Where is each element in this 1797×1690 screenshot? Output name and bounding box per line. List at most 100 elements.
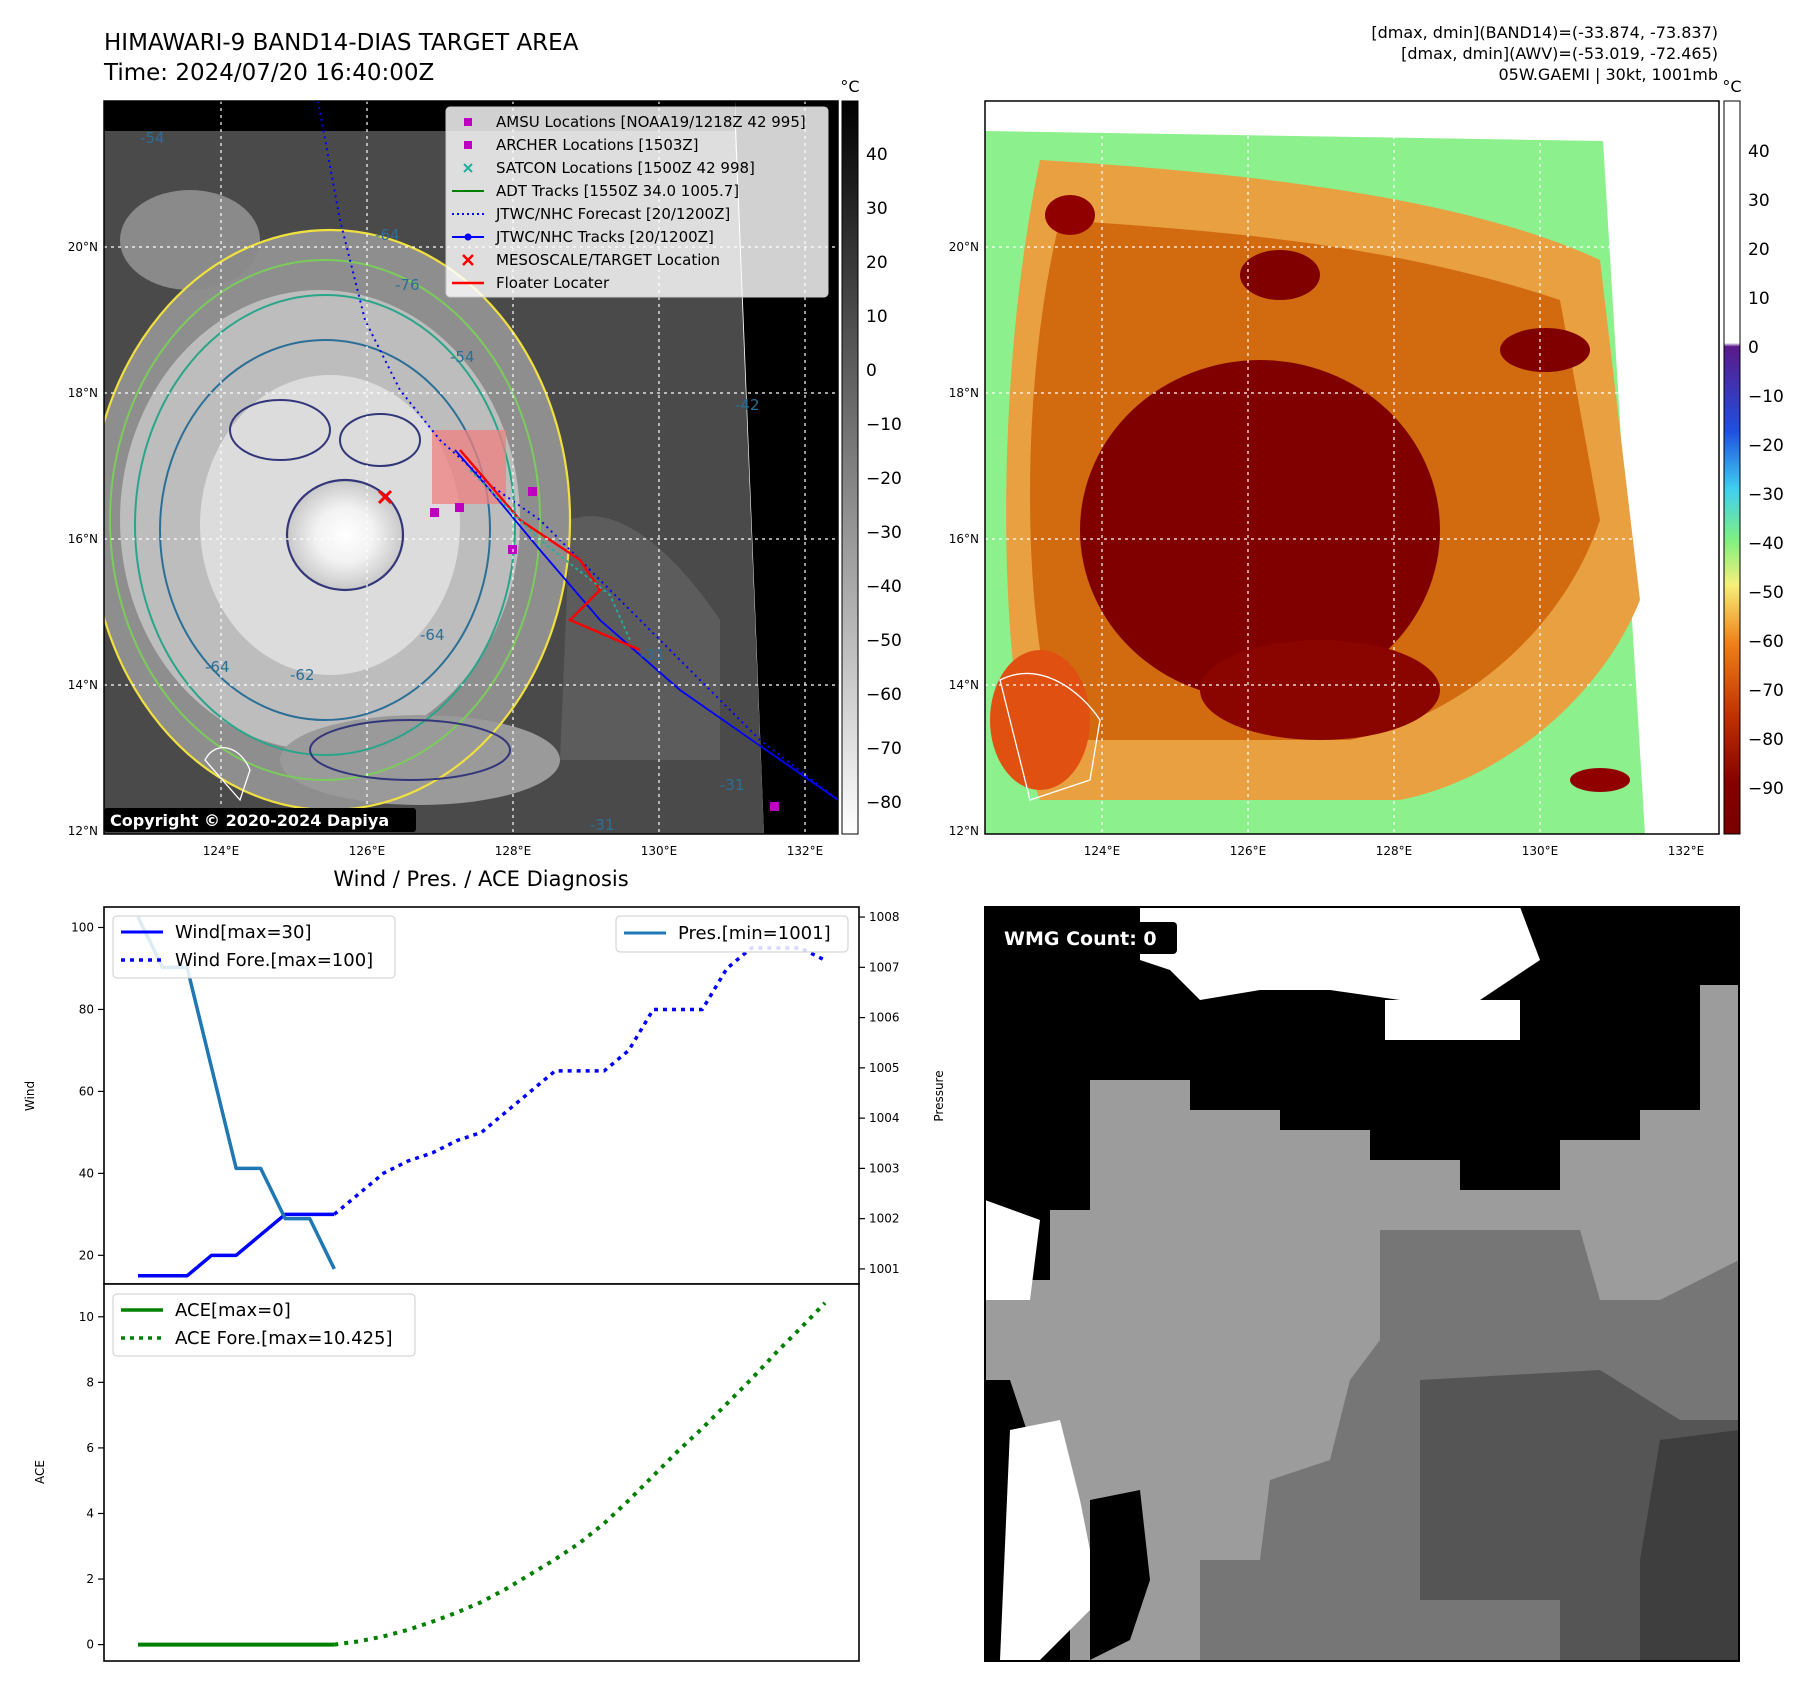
wind-legend-label: Wind[max=30]: [175, 922, 312, 943]
ir-colorbar-tick: 20: [866, 253, 888, 273]
map-legend-box: [445, 106, 829, 298]
ace-legend: ACE[max=0] ACE Fore.[max=10.425]: [112, 1293, 416, 1357]
awv-colorbar-tick: −80: [1748, 730, 1784, 750]
floater-track: [459, 449, 641, 652]
contour-76c: [339, 413, 421, 467]
map-legend-label: Floater Locater: [496, 274, 610, 292]
wind-y-tick-label: 80: [79, 1002, 94, 1016]
wmg-count-label: WMG Count: 0: [1004, 928, 1157, 950]
ir-colorbar-ramp: [841, 100, 859, 835]
wmg-black-south: [1090, 1490, 1150, 1660]
lon-label: 126°E: [349, 844, 386, 858]
ir-cloud-north: [120, 190, 260, 290]
dmax-awv: [dmax, dmin](AWV)=(-53.019, -72.465): [1401, 44, 1718, 63]
map-legend-label: JTWC/NHC Forecast [20/1200Z]: [495, 205, 730, 223]
map-legend: AMSU Locations [NOAA19/1218Z 42 995] ARC…: [445, 106, 829, 298]
awv-colorbar-tick: −20: [1748, 436, 1784, 456]
lon-label: 132°E: [787, 844, 824, 858]
copyright-text: Copyright © 2020-2024 Dapiya: [110, 811, 389, 830]
contour-76b: [229, 399, 331, 461]
wind-y-tick-label: 60: [79, 1084, 94, 1098]
series-line-wind: [138, 1212, 335, 1278]
lat-label: 12°N: [68, 824, 98, 838]
lat-label: 16°N: [68, 532, 98, 546]
contour-label: -76: [395, 276, 420, 294]
lat-label: 12°N: [949, 824, 979, 838]
ir-colorbar-tick: 0: [866, 361, 877, 381]
map-legend-label: AMSU Locations [NOAA19/1218Z 42 995]: [496, 113, 806, 131]
lat-label: 20°N: [949, 240, 979, 254]
tracks-legend-dot: [464, 233, 472, 241]
ir-colorbar-tick: 30: [866, 199, 888, 219]
wind-legend-box: [112, 915, 396, 979]
awv-colorbar-tick: −10: [1748, 387, 1784, 407]
pressure-y-tick-label: 1004: [869, 1111, 900, 1125]
ir-colorbar: °C 40 30 20 10 0 −10 −20 −30 −40 −50 −60…: [840, 77, 902, 835]
contour-label: -64: [375, 226, 400, 244]
wind-axis-label: Wind: [23, 1081, 37, 1111]
pressure-y-tick-label: 1006: [869, 1011, 900, 1025]
map-legend-label: JTWC/NHC Tracks [20/1200Z]: [495, 228, 714, 246]
lon-label: 130°E: [641, 844, 678, 858]
awv-colorbar-tick: 10: [1748, 289, 1770, 309]
ir-map-panel: -54 -64 -76 -54 -64 -31 -42 -31 -62 -64 …: [68, 100, 839, 858]
diagnosis-title: Wind / Pres. / ACE Diagnosis: [333, 867, 628, 891]
contour-label: -31: [640, 646, 665, 664]
amsu-marker-2: [770, 802, 779, 811]
awv-coastline: [999, 672, 1101, 801]
ace-y-tick-label: 8: [86, 1375, 94, 1389]
ir-colorbar-tick: −50: [866, 631, 902, 651]
pres-legend: Pres.[min=1001]: [615, 915, 849, 953]
map-legend-label: ADT Tracks [1550Z 34.0 1005.7]: [496, 182, 739, 200]
coastline: [204, 747, 251, 802]
pressure-y-tick-label: 1007: [869, 960, 900, 974]
awv-colorbar-tick: −70: [1748, 681, 1784, 701]
wind-y-tick-label: 40: [79, 1166, 94, 1180]
ace-y-tick-label: 10: [79, 1310, 94, 1324]
contour-64: [159, 339, 491, 721]
ace-y-tick-label: 2: [86, 1572, 94, 1586]
awv-map-frame: [984, 100, 1720, 835]
series-line-wind-forecast: [333, 946, 826, 1216]
map-title: HIMAWARI-9 BAND14-DIAS TARGET AREA: [104, 30, 579, 56]
pres-legend-label: Pres.[min=1001]: [678, 923, 831, 944]
awv-colorbar-tick: 20: [1748, 240, 1770, 260]
ir-colorbar-unit: °C: [840, 77, 859, 96]
wmg-white-region: [1140, 907, 1540, 1000]
wmg-white-sw: [1000, 1420, 1100, 1660]
contour-label: -31: [590, 816, 615, 834]
target-legend-icon: [462, 254, 474, 266]
wind-legend: Wind[max=30] Wind Fore.[max=100]: [112, 915, 396, 979]
satcon-legend-icon: [463, 163, 473, 173]
amsu-marker: [430, 508, 439, 517]
satcon-track: [469, 469, 631, 641]
lon-label: 128°E: [1376, 844, 1413, 858]
awv-cell-north: [1240, 250, 1320, 300]
awv-colorbar-tick: −90: [1748, 779, 1784, 799]
map-time: Time: 2024/07/20 16:40:00Z: [103, 60, 434, 86]
lat-label: 14°N: [68, 678, 98, 692]
storm-info: 05W.GAEMI | 30kt, 1001mb: [1499, 65, 1719, 84]
series-line-ace-forecast: [334, 1301, 827, 1647]
copyright-box: [104, 808, 416, 832]
ir-map-frame: [103, 100, 839, 835]
pressure-y-tick-label: 1001: [869, 1262, 900, 1276]
pres-legend-box: [615, 915, 849, 953]
ir-cloud-east: [560, 516, 720, 760]
wmg-darkest-region: [1640, 1430, 1739, 1661]
pressure-y-tick-label: 1008: [869, 910, 900, 924]
lon-label: 124°E: [203, 844, 240, 858]
contour-54: [134, 294, 516, 756]
wmg-panel: WMG Count: 0: [984, 906, 1740, 1662]
ace-legend-box: [112, 1293, 416, 1357]
awv-colorbar-tick: 40: [1748, 142, 1770, 162]
ace-legend-label: ACE[max=0]: [175, 1300, 291, 1321]
ir-colorbar-tick: −30: [866, 523, 902, 543]
contour-label: -54: [450, 348, 475, 366]
awv-cell-se: [1570, 768, 1630, 792]
awv-colorbar-tick: −50: [1748, 583, 1784, 603]
map-legend-label: ARCHER Locations [1503Z]: [496, 136, 699, 154]
lon-label: 132°E: [1668, 844, 1705, 858]
pressure-y-tick-label: 1003: [869, 1161, 900, 1175]
lat-label: 18°N: [949, 386, 979, 400]
